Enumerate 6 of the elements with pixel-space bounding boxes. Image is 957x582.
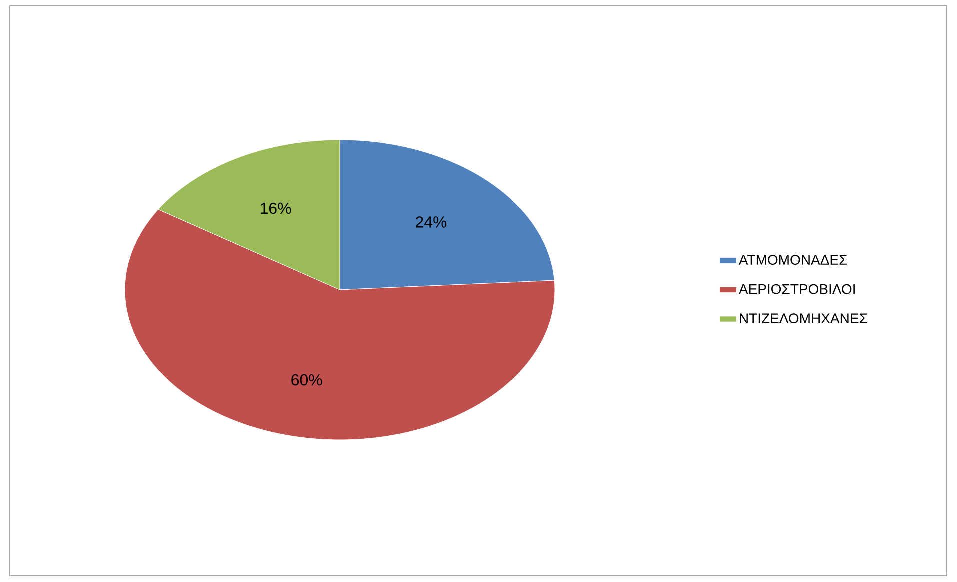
legend-label: ΑΤΜΟΜΟΝΑΔΕΣ bbox=[738, 255, 848, 266]
legend-label: ΑΕΡΙΟΣΤΡΟΒΙΛΟΙ bbox=[738, 284, 855, 294]
legend-label: ΝΤΙΖΕΛΟΜΗΧΑΝΕΣ bbox=[740, 314, 868, 324]
data-label: 16% bbox=[260, 202, 292, 214]
data-label: 60% bbox=[292, 374, 322, 386]
data-label: 24% bbox=[416, 216, 447, 228]
